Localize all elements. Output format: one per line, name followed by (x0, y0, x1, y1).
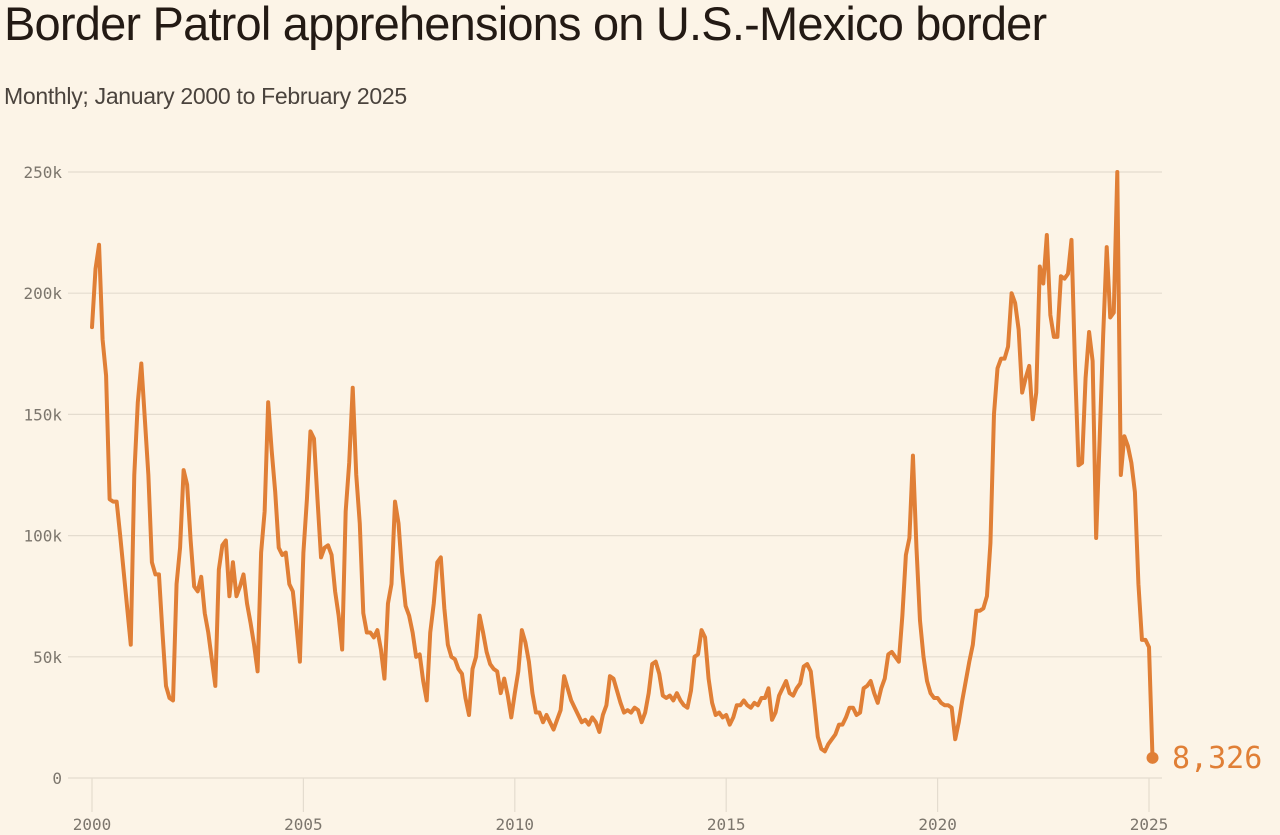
end-value-label: 8,326 (1172, 741, 1262, 776)
end-point-marker (1146, 751, 1159, 764)
x-tick-label: 2010 (496, 815, 535, 834)
y-tick-label: 50k (33, 648, 62, 667)
series-line-apprehensions (90, 170, 1155, 760)
gridlines (68, 171, 1162, 779)
x-tick-label: 2015 (707, 815, 746, 834)
y-tick-label: 100k (23, 527, 62, 546)
chart-title: Border Patrol apprehensions on U.S.-Mexi… (4, 0, 1047, 50)
y-tick-label: 0 (52, 769, 62, 788)
x-tick-label: 2000 (73, 815, 112, 834)
x-tick-label: 2005 (284, 815, 323, 834)
x-tick-label: 2025 (1130, 815, 1169, 834)
y-tick-label: 250k (23, 163, 62, 182)
y-tick-label: 200k (23, 284, 62, 303)
y-tick-label: 150k (23, 405, 62, 424)
chart-subtitle: Monthly; January 2000 to February 2025 (4, 83, 407, 109)
y-axis-ticks: 0 50k 100k 150k 200k 250k (23, 163, 62, 788)
x-tick-label: 2020 (918, 815, 957, 834)
series-layer (90, 170, 1159, 764)
x-axis-ticks: 2000 2005 2010 2015 2020 2025 (73, 778, 1169, 834)
